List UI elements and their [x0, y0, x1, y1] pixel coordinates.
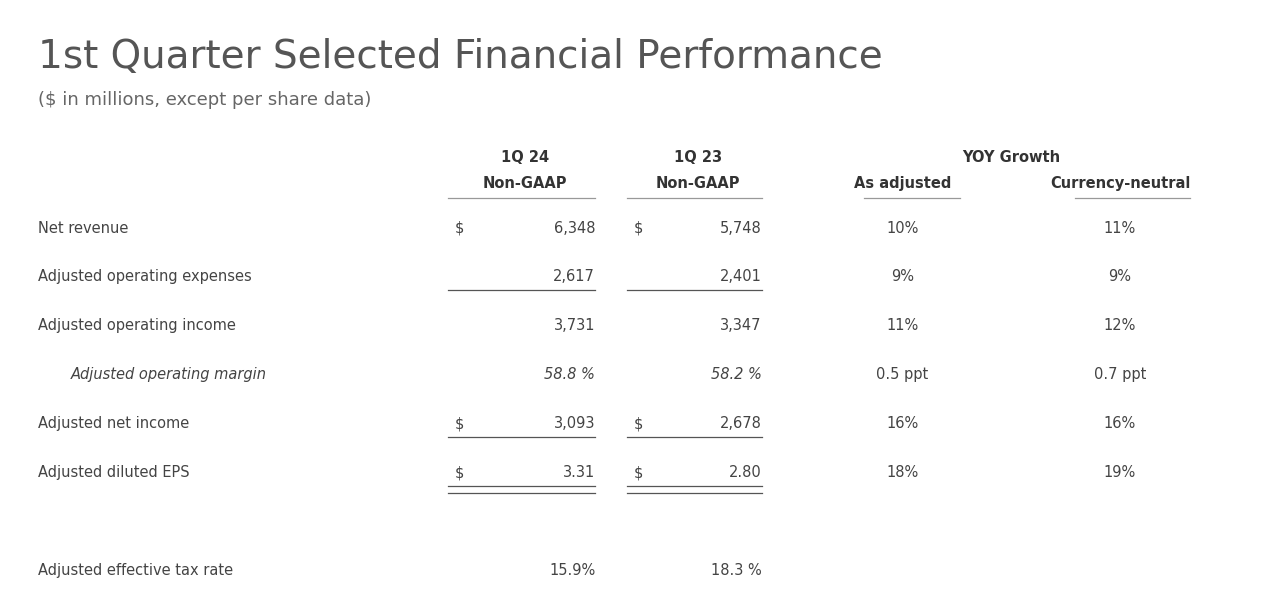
Text: Non-GAAP: Non-GAAP: [483, 177, 567, 191]
Text: Adjusted net income: Adjusted net income: [38, 416, 189, 431]
Text: YOY Growth: YOY Growth: [963, 150, 1060, 165]
Text: 2,401: 2,401: [719, 270, 762, 284]
Text: $: $: [454, 465, 463, 480]
Text: 0.5 ppt: 0.5 ppt: [877, 368, 928, 382]
Text: 5,748: 5,748: [719, 221, 762, 236]
Text: $: $: [454, 221, 463, 236]
Text: $: $: [634, 465, 643, 480]
Text: 58.8 %: 58.8 %: [544, 368, 595, 382]
Text: 10%: 10%: [886, 221, 919, 236]
Text: 16%: 16%: [1103, 416, 1137, 431]
Text: ($ in millions, except per share data): ($ in millions, except per share data): [38, 91, 371, 110]
Text: 2,678: 2,678: [719, 416, 762, 431]
Text: As adjusted: As adjusted: [854, 177, 951, 191]
Text: Non-GAAP: Non-GAAP: [655, 177, 740, 191]
Text: 1Q 24: 1Q 24: [500, 150, 549, 165]
Text: 0.7 ppt: 0.7 ppt: [1094, 368, 1146, 382]
Text: 3,731: 3,731: [554, 319, 595, 333]
Text: 9%: 9%: [1108, 270, 1132, 284]
Text: 15.9%: 15.9%: [549, 563, 595, 578]
Text: Adjusted operating income: Adjusted operating income: [38, 319, 237, 333]
Text: 3.31: 3.31: [563, 465, 595, 480]
Text: $: $: [634, 221, 643, 236]
Text: 1Q 23: 1Q 23: [673, 150, 722, 165]
Text: 3,093: 3,093: [554, 416, 595, 431]
Text: 16%: 16%: [886, 416, 919, 431]
Text: Adjusted operating expenses: Adjusted operating expenses: [38, 270, 252, 284]
Text: 6,348: 6,348: [554, 221, 595, 236]
Text: Adjusted operating margin: Adjusted operating margin: [70, 368, 266, 382]
Text: 11%: 11%: [1103, 221, 1137, 236]
Text: 12%: 12%: [1103, 319, 1137, 333]
Text: 58.2 %: 58.2 %: [710, 368, 762, 382]
Text: 2,617: 2,617: [553, 270, 595, 284]
Text: 18.3 %: 18.3 %: [710, 563, 762, 578]
Text: 9%: 9%: [891, 270, 914, 284]
Text: 1st Quarter Selected Financial Performance: 1st Quarter Selected Financial Performan…: [38, 38, 883, 77]
Text: Adjusted diluted EPS: Adjusted diluted EPS: [38, 465, 189, 480]
Text: Adjusted effective tax rate: Adjusted effective tax rate: [38, 563, 233, 578]
Text: $: $: [454, 416, 463, 431]
Text: Currency-neutral: Currency-neutral: [1050, 177, 1190, 191]
Text: 19%: 19%: [1103, 465, 1137, 480]
Text: 2.80: 2.80: [728, 465, 762, 480]
Text: Net revenue: Net revenue: [38, 221, 129, 236]
Text: $: $: [634, 416, 643, 431]
Text: 3,347: 3,347: [721, 319, 762, 333]
Text: 11%: 11%: [886, 319, 919, 333]
Text: 18%: 18%: [886, 465, 919, 480]
